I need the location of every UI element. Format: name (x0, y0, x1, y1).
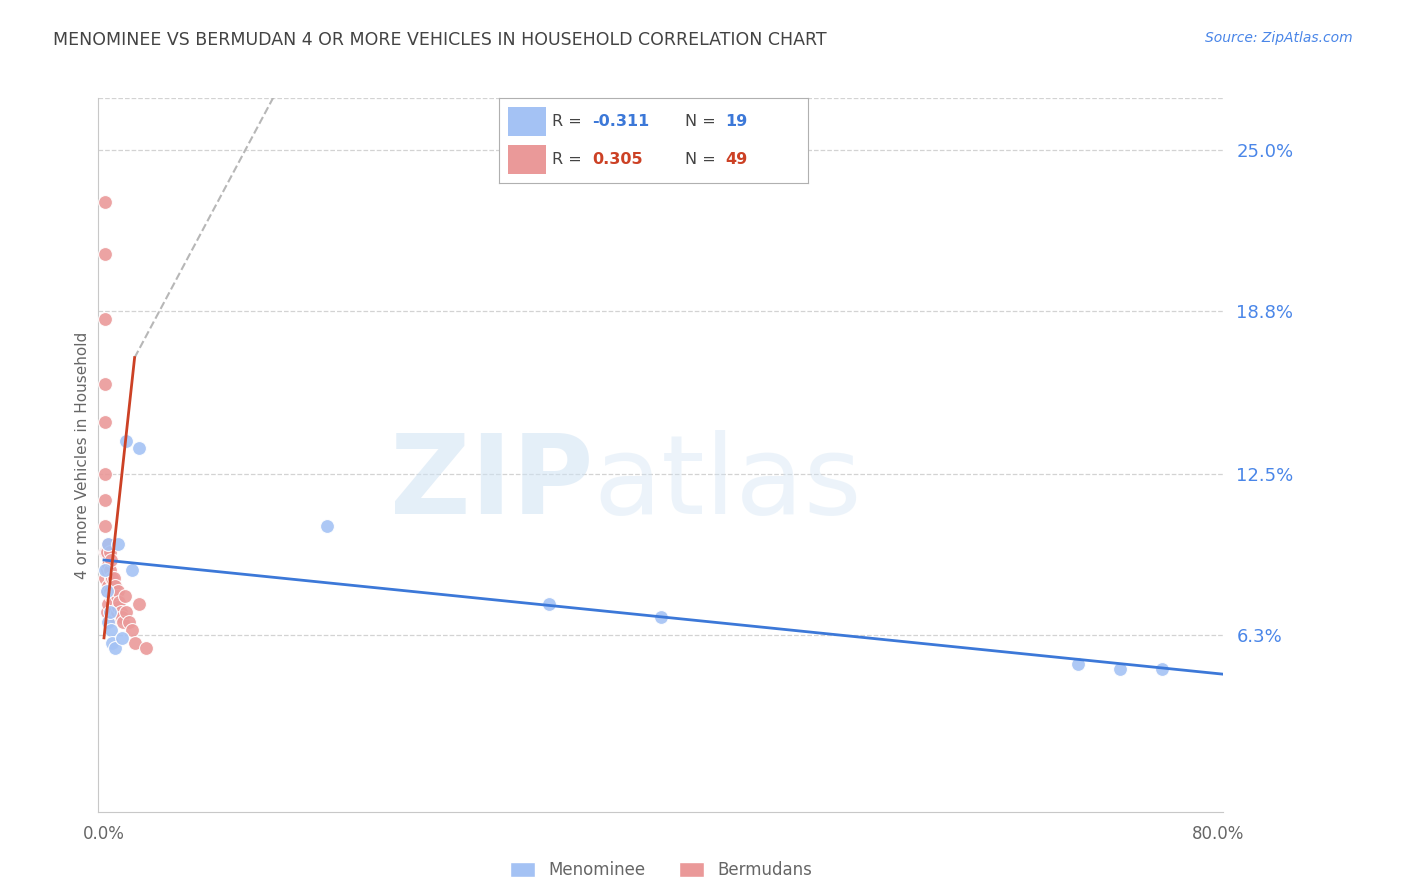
Point (1067, 657, 1090, 671)
Point (124, 636, 146, 650)
Point (101, 605, 124, 619)
Text: 49: 49 (725, 152, 747, 167)
Point (135, 641, 157, 656)
Point (107, 537, 129, 551)
Point (98, 584, 121, 599)
Point (1109, 662, 1132, 676)
Bar (509, 145, 546, 175)
Point (100, 623, 122, 637)
Point (108, 594, 131, 608)
Point (128, 442, 150, 456)
Point (97, 597, 120, 611)
Point (94, 545, 117, 559)
Point (93, 194, 115, 209)
Text: -0.311: -0.311 (592, 114, 650, 129)
Point (104, 579, 127, 593)
Point (94, 493, 117, 508)
Point (94, 545, 117, 559)
Point (94, 563, 117, 577)
Point (97, 558, 120, 573)
Point (101, 571, 124, 585)
Point (97, 537, 120, 551)
Point (100, 553, 122, 567)
Legend: Menominee, Bermudans: Menominee, Bermudans (503, 855, 818, 886)
Text: atlas: atlas (593, 430, 862, 537)
Point (112, 615, 135, 630)
Point (110, 605, 132, 619)
Point (100, 590, 122, 604)
Point (94, 416, 117, 430)
Text: Source: ZipAtlas.com: Source: ZipAtlas.com (1205, 31, 1353, 45)
Point (538, 597, 561, 611)
Text: MENOMINEE VS BERMUDAN 4 OR MORE VEHICLES IN HOUSEHOLD CORRELATION CHART: MENOMINEE VS BERMUDAN 4 OR MORE VEHICLES… (53, 31, 827, 49)
Text: R =: R = (551, 114, 586, 129)
Point (115, 605, 138, 619)
Point (104, 594, 127, 608)
Point (101, 636, 124, 650)
Point (104, 641, 127, 656)
Point (121, 623, 143, 637)
Point (96, 584, 118, 599)
Point (94, 467, 117, 482)
Point (97, 579, 120, 593)
Point (128, 597, 150, 611)
Bar (509, 107, 546, 136)
Point (115, 434, 138, 448)
Point (118, 615, 141, 630)
Point (315, 519, 337, 533)
Text: N =: N = (685, 114, 721, 129)
Point (98, 605, 121, 619)
Point (111, 610, 134, 624)
Point (103, 590, 125, 604)
Text: ZIP: ZIP (389, 430, 593, 537)
Point (94, 311, 117, 326)
Point (121, 563, 143, 577)
Point (107, 584, 129, 599)
Y-axis label: 4 or more Vehicles in Household: 4 or more Vehicles in Household (75, 331, 90, 579)
Point (96, 545, 118, 559)
Point (104, 610, 127, 624)
Point (105, 605, 128, 619)
Point (107, 599, 129, 614)
Point (97, 537, 120, 551)
Point (94, 571, 117, 585)
Point (97, 615, 120, 630)
Point (103, 571, 125, 585)
Point (94, 376, 117, 391)
Point (94, 519, 117, 533)
Point (98, 545, 121, 559)
Point (650, 610, 672, 624)
Point (101, 590, 124, 604)
Text: 0.305: 0.305 (592, 152, 643, 167)
Text: R =: R = (551, 152, 586, 167)
Text: 19: 19 (725, 114, 747, 129)
Point (96, 605, 118, 619)
Point (98, 563, 121, 577)
Point (100, 571, 122, 585)
Point (103, 605, 125, 619)
Point (105, 590, 128, 604)
Point (94, 247, 117, 261)
Point (1150, 662, 1173, 676)
Point (114, 590, 136, 604)
Point (96, 563, 118, 577)
Point (96, 584, 118, 599)
Point (111, 631, 134, 645)
Text: N =: N = (685, 152, 721, 167)
